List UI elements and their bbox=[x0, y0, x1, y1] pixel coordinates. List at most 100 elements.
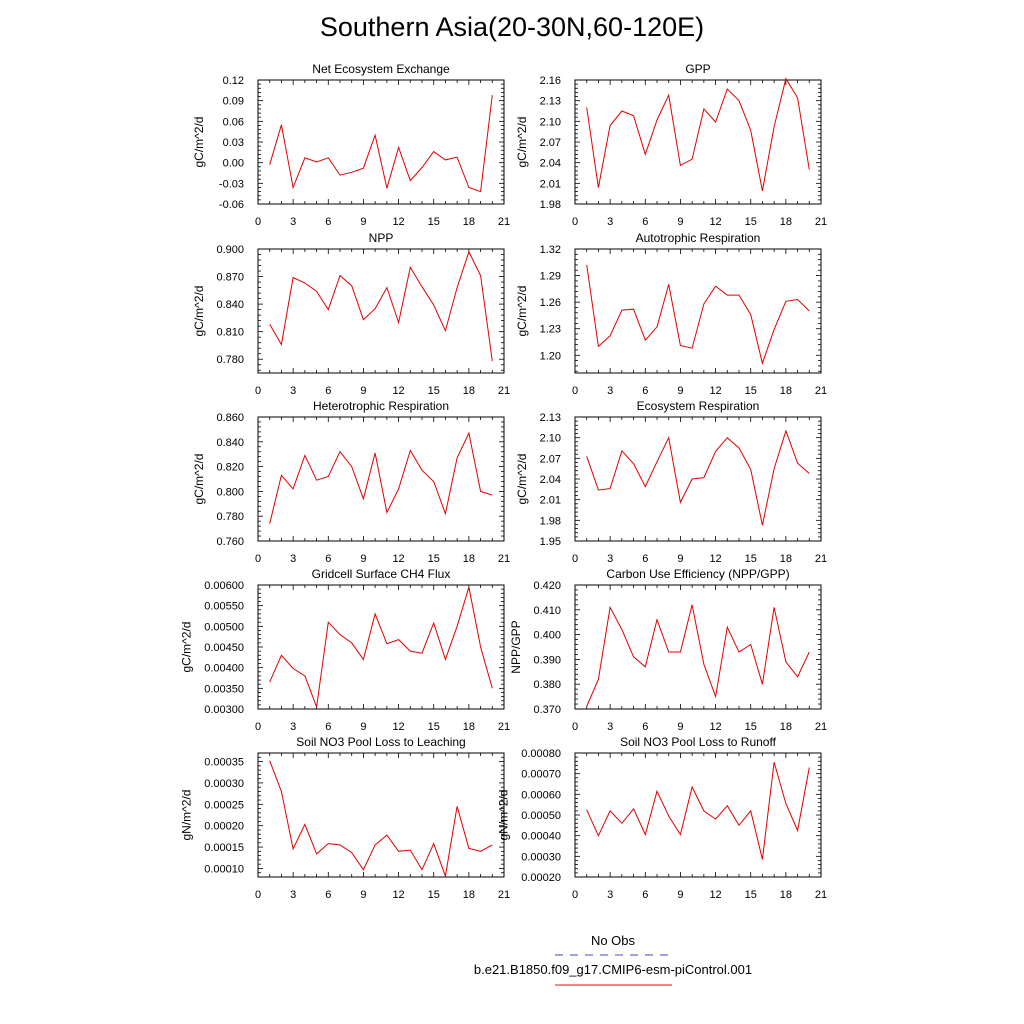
x-tick-label: 15 bbox=[428, 889, 440, 901]
series-line bbox=[269, 586, 493, 708]
x-tick-label: 15 bbox=[428, 553, 440, 565]
x-tick-label: 15 bbox=[745, 216, 757, 228]
series-line bbox=[586, 429, 810, 526]
x-tick-label: 9 bbox=[677, 721, 683, 733]
y-tick-label: 0.760 bbox=[216, 536, 244, 548]
legend-label-model: b.e21.B1850.f09_g17.CMIP6-esm-piControl.… bbox=[474, 962, 752, 977]
x-tick-label: 3 bbox=[607, 216, 613, 228]
y-tick-label: 2.01 bbox=[540, 495, 561, 507]
x-tick-label: 9 bbox=[677, 216, 683, 228]
chart-panel-6: 0 3 6 9 12 15 18 21 0.00300 0.00350 0.00400 0.00450… bbox=[180, 567, 511, 733]
x-tick-label: 18 bbox=[463, 216, 475, 228]
x-tick-label: 12 bbox=[392, 385, 404, 397]
y-tick-label: 0.03 bbox=[223, 137, 244, 149]
x-tick-label: 18 bbox=[463, 553, 475, 565]
y-axis-label: gC/m^2/d bbox=[515, 286, 529, 337]
plot-frame bbox=[257, 79, 505, 205]
x-tick-label: 9 bbox=[677, 385, 683, 397]
plot-frame bbox=[257, 416, 505, 542]
x-tick-label: 3 bbox=[607, 553, 613, 565]
y-tick-label: 0.00030 bbox=[204, 778, 244, 790]
x-tick-label: 12 bbox=[709, 889, 721, 901]
x-tick-label: 18 bbox=[780, 553, 792, 565]
x-tick-label: 0 bbox=[255, 553, 261, 565]
x-tick-label: 21 bbox=[498, 385, 510, 397]
plot-frame bbox=[574, 79, 822, 205]
y-tick-label: 0.00450 bbox=[204, 642, 244, 654]
y-tick-label: 0.00015 bbox=[204, 842, 244, 854]
panel-title: Autotrophic Respiration bbox=[636, 231, 761, 245]
y-tick-label: 0.00070 bbox=[521, 769, 561, 781]
x-tick-label: 18 bbox=[463, 385, 475, 397]
plot-frame bbox=[574, 752, 822, 878]
x-tick-label: 0 bbox=[255, 721, 261, 733]
plot-frame bbox=[257, 248, 505, 374]
x-tick-label: 12 bbox=[392, 553, 404, 565]
y-tick-label: 0.800 bbox=[216, 486, 244, 498]
y-axis-label: gC/m^2/d bbox=[515, 117, 529, 168]
y-tick-label: 0.400 bbox=[533, 630, 561, 642]
y-tick-label: 2.10 bbox=[540, 116, 561, 128]
x-tick-label: 18 bbox=[780, 721, 792, 733]
panel-title: Soil NO3 Pool Loss to Runoff bbox=[620, 735, 777, 749]
x-tick-label: 21 bbox=[498, 216, 510, 228]
x-tick-label: 18 bbox=[463, 721, 475, 733]
y-tick-label: 0.00300 bbox=[204, 704, 244, 716]
x-tick-label: 15 bbox=[745, 721, 757, 733]
y-tick-label: 0.380 bbox=[533, 679, 561, 691]
y-tick-label: 0.00080 bbox=[521, 748, 561, 760]
x-tick-label: 18 bbox=[780, 216, 792, 228]
y-tick-label: 2.04 bbox=[540, 474, 561, 486]
x-tick-label: 21 bbox=[815, 385, 827, 397]
panel-title: Heterotrophic Respiration bbox=[313, 399, 449, 413]
y-tick-label: 2.13 bbox=[540, 412, 561, 424]
y-tick-label: 0.09 bbox=[223, 96, 244, 108]
x-tick-label: 3 bbox=[290, 385, 296, 397]
y-tick-label: -0.06 bbox=[219, 199, 244, 211]
y-tick-label: -0.03 bbox=[219, 178, 244, 190]
y-tick-label: 2.04 bbox=[540, 158, 561, 170]
y-tick-label: 0.00050 bbox=[521, 810, 561, 822]
y-tick-label: 1.29 bbox=[540, 271, 561, 283]
y-tick-label: 0.900 bbox=[216, 244, 244, 256]
chart-panel-2: 0 3 6 9 12 15 18 21 0.780 0.810 0.840 0.870 0.900 NPP… bbox=[192, 231, 510, 397]
y-tick-label: 2.16 bbox=[540, 75, 561, 87]
y-tick-label: 0.00 bbox=[223, 158, 244, 170]
y-tick-label: 0.420 bbox=[533, 580, 561, 592]
y-tick-label: 0.810 bbox=[216, 327, 244, 339]
x-tick-label: 3 bbox=[607, 721, 613, 733]
x-tick-label: 18 bbox=[780, 385, 792, 397]
series-line bbox=[269, 431, 493, 524]
x-tick-label: 0 bbox=[255, 216, 261, 228]
y-axis-label: gC/m^2/d bbox=[192, 454, 206, 505]
series-line bbox=[586, 604, 810, 707]
y-tick-label: 0.390 bbox=[533, 654, 561, 666]
x-tick-label: 12 bbox=[392, 721, 404, 733]
x-tick-label: 3 bbox=[290, 889, 296, 901]
x-tick-label: 6 bbox=[642, 721, 648, 733]
x-tick-label: 12 bbox=[392, 216, 404, 228]
y-tick-label: 0.00550 bbox=[204, 601, 244, 613]
series-line bbox=[269, 760, 493, 879]
y-axis-label: gC/m^2/d bbox=[515, 454, 529, 505]
legend-label-obs: No Obs bbox=[591, 933, 636, 948]
x-tick-label: 18 bbox=[463, 889, 475, 901]
x-tick-label: 15 bbox=[745, 385, 757, 397]
x-tick-label: 21 bbox=[498, 889, 510, 901]
x-tick-label: 12 bbox=[709, 553, 721, 565]
series-line bbox=[586, 77, 810, 191]
y-tick-label: 0.00025 bbox=[204, 799, 244, 811]
y-tick-label: 1.98 bbox=[540, 515, 561, 527]
panel-title: GPP bbox=[685, 62, 710, 76]
y-tick-label: 0.00020 bbox=[521, 872, 561, 884]
y-axis-label: gN/m^2/d bbox=[497, 790, 511, 841]
x-tick-label: 6 bbox=[642, 553, 648, 565]
y-tick-label: 1.98 bbox=[540, 199, 561, 211]
plot-frame bbox=[257, 584, 505, 710]
y-tick-label: 0.370 bbox=[533, 704, 561, 716]
series-line bbox=[586, 264, 810, 366]
plot-frame bbox=[574, 248, 822, 374]
chart-panel-1: 0 3 6 9 12 15 18 21 1.98 2.01 2.04 2.07 2.10 2.13 2.16… bbox=[515, 62, 827, 228]
x-tick-label: 9 bbox=[360, 889, 366, 901]
